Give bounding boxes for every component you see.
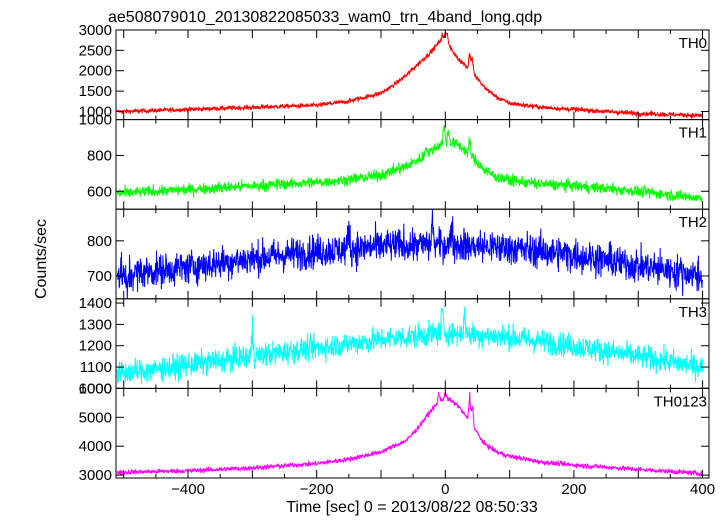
panel-th2: 700 800 TH2	[87, 208, 710, 300]
y-tick-label: 2000	[79, 63, 112, 80]
panel-label: TH0123	[654, 393, 707, 410]
x-tick-label: −200	[300, 481, 334, 498]
panel-th0: 1000 1500 2000 2500 3000 TH0	[79, 22, 710, 121]
panel-th1: 600 800 1000 TH1	[79, 112, 710, 210]
panels: 10001500200025003000TH06008001000TH17008…	[79, 22, 715, 498]
y-tick-label: 4000	[79, 438, 112, 455]
y-tick-label: 1000	[79, 380, 112, 397]
y-tick-label: 6000	[79, 380, 112, 397]
panel-frame	[115, 29, 710, 121]
panel-label: TH3	[679, 304, 707, 321]
panel-frame	[115, 298, 710, 389]
series-line-th2	[116, 209, 704, 299]
y-tick-label: 3000	[79, 22, 112, 39]
series-line-th0123	[116, 391, 704, 477]
x-axis-label: Time [sec] 0 = 2013/08/22 08:50:33	[286, 499, 538, 516]
x-tick-label: −400	[171, 481, 205, 498]
panel-label: TH0	[679, 35, 707, 52]
y-axis-label: Counts/sec	[33, 219, 50, 299]
y-tick-label: 1400	[79, 295, 112, 312]
x-tick-label: 200	[561, 481, 586, 498]
panel-label: TH1	[679, 125, 707, 142]
panel-frame	[115, 119, 710, 210]
panel-th0123: 3000 4000 5000 6000 TH0123	[79, 380, 710, 484]
panel-th3: 1000 1100 1200 1300 1400 TH3	[79, 295, 710, 397]
x-tick-label: 400	[690, 481, 715, 498]
panel-label: TH2	[679, 214, 707, 231]
y-tick-label: 1000	[79, 112, 112, 129]
series-line-th0	[116, 31, 703, 119]
series-line-th3	[116, 306, 704, 385]
panel-frame	[115, 387, 710, 479]
y-tick-label: 800	[87, 233, 112, 250]
y-tick-label: 1300	[79, 316, 112, 333]
y-tick-label: 1200	[79, 338, 112, 355]
y-tick-label: 700	[87, 268, 112, 285]
series-line-th1	[116, 125, 704, 205]
y-tick-label: 3000	[79, 467, 112, 484]
y-tick-label: 1500	[79, 83, 112, 100]
x-tick-label: 0	[441, 481, 449, 498]
chart-title: ae508079010_20130822085033_wam0_trn_4ban…	[108, 9, 542, 26]
y-tick-label: 1100	[80, 359, 112, 376]
y-tick-label: 600	[87, 183, 112, 200]
y-tick-label: 1000	[79, 103, 112, 120]
y-tick-label: 2500	[79, 42, 112, 59]
y-tick-label: 800	[87, 147, 112, 164]
y-tick-label: 5000	[79, 409, 112, 426]
